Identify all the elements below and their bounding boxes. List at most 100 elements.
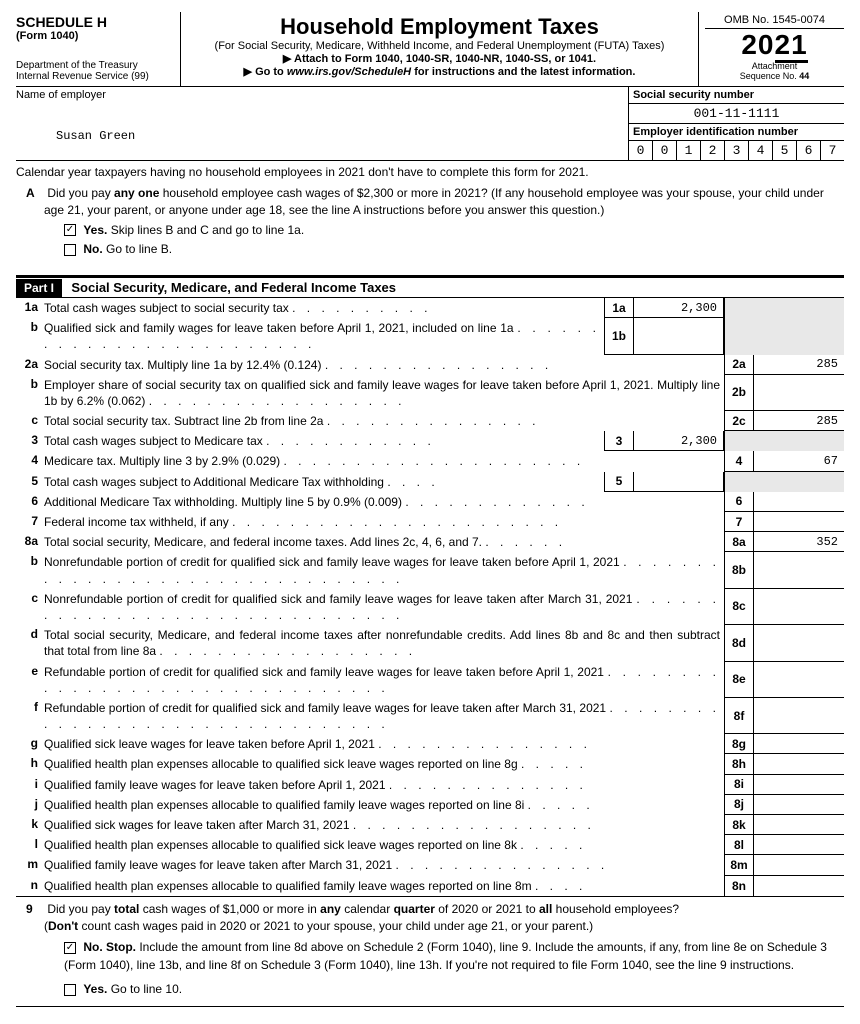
line-8l: l Qualified health plan expenses allocab… [16,835,844,855]
ln-8n-num: n [16,876,44,896]
ln-5-val[interactable] [634,472,724,492]
line-8d: d Total social security, Medicare, and f… [16,625,844,661]
line-8g: g Qualified sick leave wages for leave t… [16,734,844,754]
line-3: 3 Total cash wages subject to Medicare t… [16,431,844,451]
ln-8d-label: 8d [724,625,754,661]
line-8k: k Qualified sick wages for leave taken a… [16,815,844,835]
ln-2c-val[interactable]: 285 [754,411,844,431]
ln-8d-num: d [16,625,44,661]
ln-4-val[interactable]: 67 [754,451,844,471]
line-8i: i Qualified family leave wages for leave… [16,775,844,795]
q-a-pre: Did you pay [47,186,114,200]
ln-2b-label: 2b [724,375,754,411]
ln-2b-val[interactable] [754,375,844,411]
q9-no-label: No. Stop. [83,940,136,954]
ln-8j-label: 8j [724,795,754,815]
line-8a: 8a Total social security, Medicare, and … [16,532,844,552]
line-5: 5 Total cash wages subject to Additional… [16,472,844,492]
ln-8j-num: j [16,795,44,815]
checkbox-9-no[interactable]: ✓ [64,942,76,954]
shade [724,431,754,451]
ln-1a-label: 1a [604,298,634,318]
line-8h: h Qualified health plan expenses allocab… [16,754,844,774]
ln-1a-num: 1a [16,298,44,318]
ln-8l-label: 8l [724,835,754,855]
attach-seq-label: Attachment [705,61,844,71]
ln-1b-text: Qualified sick and family wages for leav… [44,318,604,354]
ln-8k-val[interactable] [754,815,844,835]
calendar-note: Calendar year taxpayers having no househ… [16,161,844,183]
shade [724,318,754,354]
form-ref: (Form 1040) [16,30,176,42]
ln-8f-val[interactable] [754,698,844,734]
ln-8n-val[interactable] [754,876,844,896]
ln-4-num: 4 [16,451,44,471]
ln-8m-label: 8m [724,855,754,875]
ln-2c-label: 2c [724,411,754,431]
ln-5-text: Total cash wages subject to Additional M… [44,472,604,492]
name-label: Name of employer [16,89,106,101]
ln-6-val[interactable] [754,492,844,512]
ein-d2: 1 [677,141,701,160]
q-a-yes-line: ✓ Yes. Skip lines B and C and go to line… [16,221,844,240]
line-4: 4 Medicare tax. Multiply line 3 by 2.9% … [16,451,844,471]
ein-d4: 3 [725,141,749,160]
form-title: Household Employment Taxes [187,14,692,40]
omb-number: OMB No. 1545-0074 [705,14,844,29]
id-numbers: Social security number 001-11-1111 Emplo… [629,87,844,160]
ln-8j-val[interactable] [754,795,844,815]
ln-1b-val[interactable] [634,318,724,354]
header-left: SCHEDULE H (Form 1040) Department of the… [16,12,181,86]
ln-8e-text: Refundable portion of credit for qualifi… [44,662,724,698]
checkbox-a-yes[interactable]: ✓ [64,224,76,236]
ln-8g-val[interactable] [754,734,844,754]
ln-8h-val[interactable] [754,754,844,774]
ln-1a-val[interactable]: 2,300 [634,298,724,318]
ln-8f-num: f [16,698,44,734]
ln-8i-val[interactable] [754,775,844,795]
ein-label: Employer identification number [629,124,844,141]
dept-label: Department of the Treasury [16,60,176,71]
ln-8c-val[interactable] [754,589,844,625]
ln-1b-num: b [16,318,44,354]
ln-8k-num: k [16,815,44,835]
ln-8l-num: l [16,835,44,855]
ln-2a-val[interactable]: 285 [754,355,844,375]
ln-2c-text: Total social security tax. Subtract line… [44,411,724,431]
ln-8a-text: Total social security, Medicare, and fed… [44,532,724,552]
ln-8e-val[interactable] [754,662,844,698]
ln-2a-num: 2a [16,355,44,375]
ln-8k-label: 8k [724,815,754,835]
q9-yes-line: Yes. Go to line 10. [16,980,844,998]
ln-8a-val[interactable]: 352 [754,532,844,552]
ln-8l-val[interactable] [754,835,844,855]
ln-7-text: Federal income tax withheld, if any . . … [44,512,724,532]
line-8j: j Qualified health plan expenses allocab… [16,795,844,815]
ln-8b-val[interactable] [754,552,844,588]
ln-8c-label: 8c [724,589,754,625]
ein-d1: 0 [653,141,677,160]
ln-6-text: Additional Medicare Tax withholding. Mul… [44,492,724,512]
employer-name[interactable]: Susan Green [16,129,624,143]
q9-no-line: ✓ No. Stop. Include the amount from line… [16,938,844,974]
checkbox-a-no[interactable] [64,244,76,256]
employer-info-row: Name of employer Susan Green Social secu… [16,87,844,161]
ln-7-num: 7 [16,512,44,532]
line-2a: 2a Social security tax. Multiply line 1a… [16,355,844,375]
ein-value[interactable]: 0 0 1 2 3 4 5 6 7 [629,141,844,160]
ln-8c-text: Nonrefundable portion of credit for qual… [44,589,724,625]
q9-yes-label: Yes. [83,982,107,996]
line-1a: 1a Total cash wages subject to social se… [16,298,844,318]
ln-8g-text: Qualified sick leave wages for leave tak… [44,734,724,754]
ln-3-val[interactable]: 2,300 [634,431,724,451]
ln-7-val[interactable] [754,512,844,532]
ln-8b-text: Nonrefundable portion of credit for qual… [44,552,724,588]
ln-8d-val[interactable] [754,625,844,661]
ln-2a-text: Social security tax. Multiply line 1a by… [44,355,724,375]
ln-8n-label: 8n [724,876,754,896]
year-suffix: 21 [775,29,808,63]
ln-8m-val[interactable] [754,855,844,875]
ssn-value[interactable]: 001-11-1111 [629,104,844,124]
checkbox-9-yes[interactable] [64,984,76,996]
shade [754,472,844,492]
